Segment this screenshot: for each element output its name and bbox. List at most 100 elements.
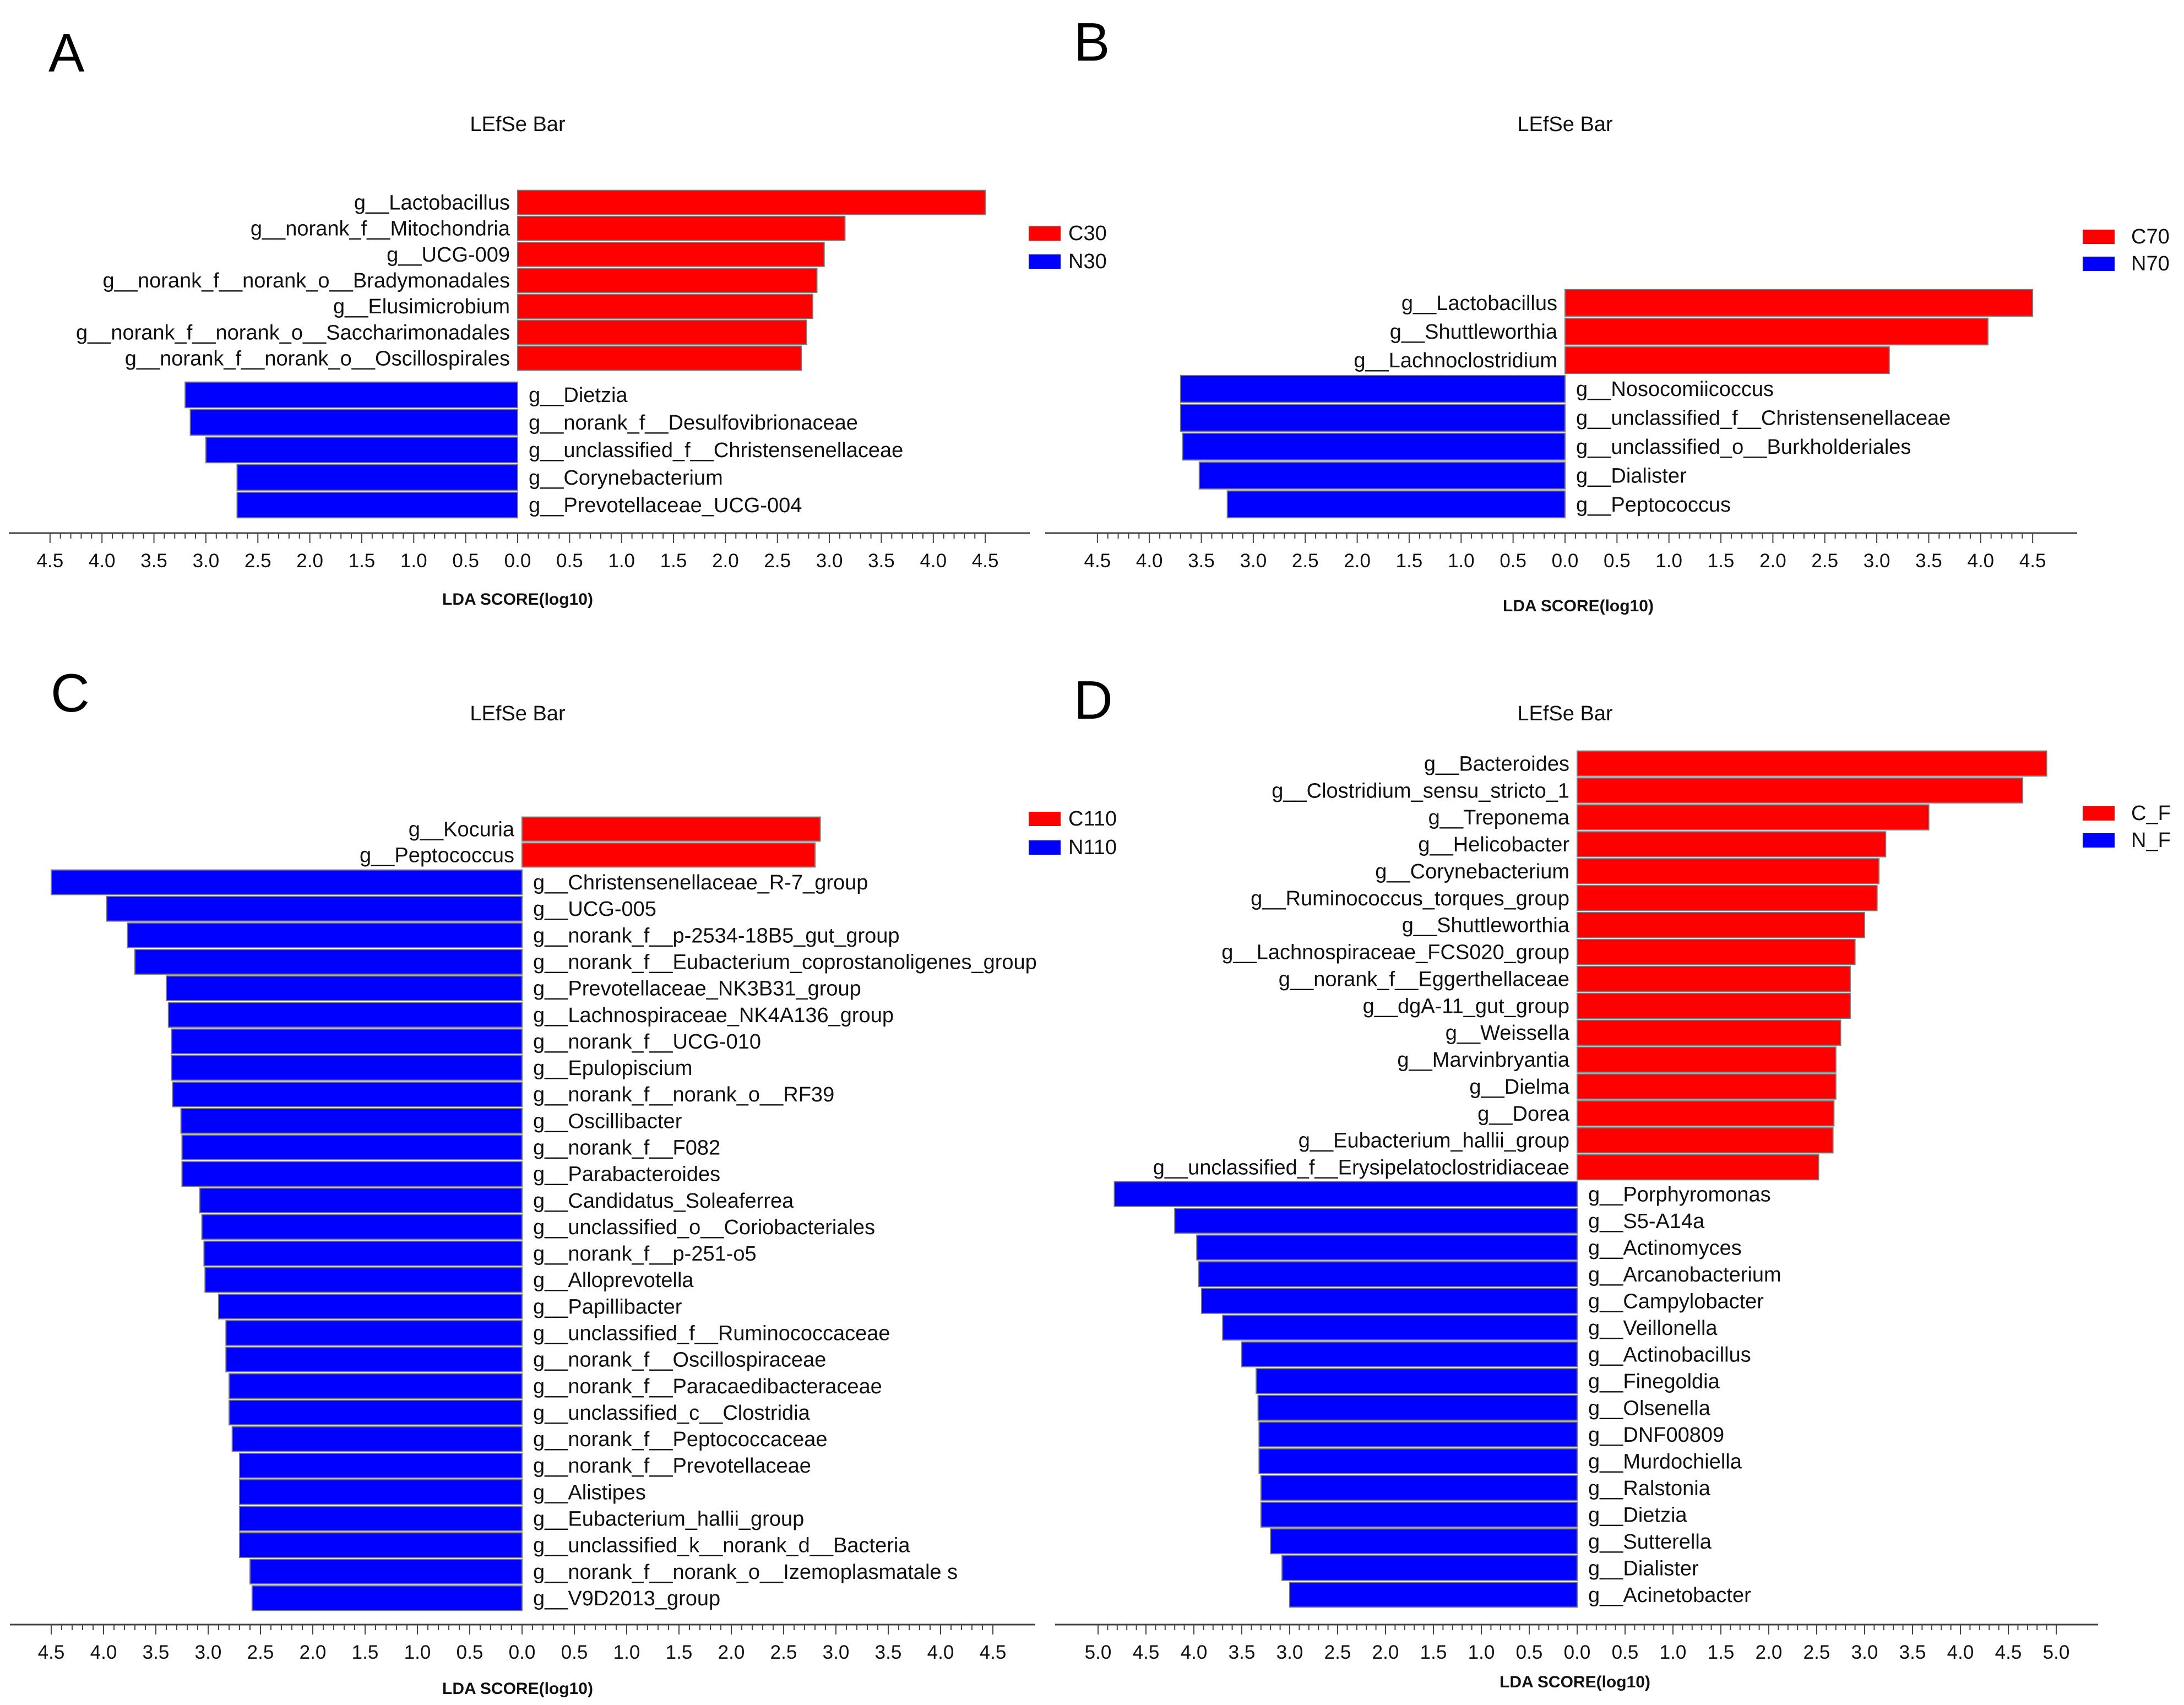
panel-b-tick-label: 4.5 [1084, 550, 1111, 572]
panel-d-label-g-murdochiella: g__Murdochiella [1588, 1450, 1742, 1473]
panel-d-label-g-actinobacillus: g__Actinobacillus [1588, 1343, 1751, 1366]
panel-c-bar-g-v9d2013-group [251, 1585, 523, 1611]
panel-b-tick-label: 2.5 [1811, 550, 1838, 572]
panel-d-label-g-finegoldia: g__Finegoldia [1588, 1370, 1720, 1393]
panel-c-bar-g-christensenellaceae-r-7-group [51, 869, 523, 895]
legend-swatch-n110 [1029, 840, 1061, 855]
panel-a-tick-label: 2.0 [296, 550, 323, 572]
panel-c-bar-g-norank-f-oscillospiraceae [225, 1346, 523, 1373]
panel-c-bar-g-eubacterium-hallii-group [239, 1506, 523, 1532]
panel-a-label-g-norank-f-desulfovibrionaceae: g__norank_f__Desulfovibrionaceae [529, 411, 858, 435]
panel-c-tick-label: 2.5 [770, 1642, 797, 1663]
panel-d-legend: C_F N_F [2083, 802, 2171, 852]
panel-d-bar-g-murdochiella [1258, 1448, 1578, 1474]
panel-a-bar-g-dietzia [184, 381, 519, 409]
panel-c-tick-label: 3.5 [143, 1642, 170, 1663]
panel-d-bar-g-marvinbryantia [1577, 1046, 1837, 1073]
panel-d-label-g-marvinbryantia: g__Marvinbryantia [1397, 1049, 1569, 1072]
panel-c-tick-label: 4.5 [980, 1642, 1007, 1663]
panel-d-tick-label: 5.0 [1085, 1642, 1112, 1663]
panel-b-bars [1180, 289, 2034, 519]
panel-d-tick-label: 4.0 [1947, 1642, 1974, 1663]
panel-c-tick-label: 2.0 [718, 1642, 745, 1663]
panel-d-label-g-s5-a14a: g__S5-A14a [1588, 1210, 1705, 1233]
panel-a-tick-label: 1.5 [660, 550, 687, 572]
panel-d-tick-label: 3.0 [1851, 1642, 1878, 1663]
panel-a-tick-label: 1.0 [608, 550, 635, 572]
panel-d-bar-g-ruminococcus-torques-group [1577, 885, 1878, 911]
panel-a-bars [184, 189, 986, 519]
panel-d-bar-g-actinobacillus [1241, 1341, 1578, 1367]
panel-d-tick-label: 3.5 [1229, 1642, 1256, 1663]
legend-label-n70: N70 [2131, 252, 2170, 275]
panel-d-bar-g-arcanobacterium [1198, 1261, 1578, 1288]
panel-b-tick-label: 4.5 [2019, 550, 2046, 572]
panel-c-tick-label: 3.0 [195, 1642, 222, 1663]
panel-d-label-g-veillonella: g__Veillonella [1588, 1317, 1718, 1340]
panel-d-label-g-norank-f-eggerthellaceae: g__norank_f__Eggerthellaceae [1279, 968, 1569, 991]
panel-c-tick-label: 0.0 [509, 1642, 536, 1663]
panel-letter-c: C [51, 663, 90, 723]
panel-a-bar-g-prevotellaceae-ucg-004 [236, 491, 518, 519]
panel-d-label-g-corynebacterium: g__Corynebacterium [1375, 860, 1569, 883]
panel-b-tick-label: 1.5 [1708, 550, 1735, 572]
panel-d-bar-g-shuttleworthia [1577, 911, 1865, 938]
panel-a: A LEfSe Bar g__Lactobacillus g__norank_f_… [9, 23, 1107, 609]
panel-c-label-g-norank-f-oscillospiraceae: g__norank_f__Oscillospiraceae [533, 1349, 826, 1372]
panel-d-bar-g-bacteroides [1577, 750, 2047, 777]
panel-c-bar-g-norank-f-prevotellaceae [239, 1452, 523, 1479]
panel-a-label-g-dietzia: g__Dietzia [529, 384, 628, 407]
panel-b-label-g-unclassified-o-burkholderiales: g__unclassified_o__Burkholderiales [1576, 436, 1911, 459]
legend-swatch-c30 [1029, 226, 1061, 241]
panel-a-bar-g-norank-f-norank-o-bradymonadales [517, 268, 818, 293]
panel-d-bar-g-olsenella [1257, 1394, 1578, 1421]
panel-c-label-g-norank-f-eubacterium-coprostanoligenes-group: g__norank_f__Eubacterium_coprostanoligen… [533, 951, 1037, 974]
panel-c-bar-g-alistipes [239, 1479, 523, 1505]
panel-b-legend: C70 N70 [2083, 225, 2170, 275]
panel-b-tick-label: 1.0 [1448, 550, 1475, 572]
panel-a-tick-label: 2.5 [764, 550, 791, 572]
panel-b-tick-label: 3.5 [1915, 550, 1942, 572]
panel-d-tick-label: 2.0 [1756, 1642, 1783, 1663]
panel-d-label-g-sutterella: g__Sutterella [1588, 1530, 1712, 1554]
panel-a-tick-label: 1.5 [349, 550, 376, 572]
panel-c-x-axis-label: LDA SCORE(log10) [442, 1680, 593, 1698]
panel-d-label-g-porphyromonas: g__Porphyromonas [1588, 1183, 1771, 1206]
panel-d-label-g-bacteroides: g__Bacteroides [1424, 752, 1569, 775]
panel-a-tick-label: 2.0 [712, 550, 739, 572]
panel-c-label-g-oscillibacter: g__Oscillibacter [533, 1110, 682, 1133]
panel-a-label-g-norank-f-mitochondria: g__norank_f__Mitochondria [251, 218, 510, 241]
panel-d-label-g-dnf00809: g__DNF00809 [1588, 1424, 1724, 1447]
panel-d-bar-g-corynebacterium [1577, 858, 1880, 884]
panel-d-tick-label: 2.5 [1803, 1642, 1830, 1663]
panel-c-label-g-alloprevotella: g__Alloprevotella [533, 1269, 694, 1292]
panel-c-tick-label: 1.5 [666, 1642, 693, 1663]
panel-c-tick-label: 4.0 [90, 1642, 117, 1663]
legend-swatch-c110 [1029, 812, 1061, 826]
panel-b-tick-label: 0.5 [1604, 550, 1631, 572]
panel-c-bar-g-norank-f-paracaedibacteraceae [229, 1373, 523, 1399]
panel-a-bar-g-lactobacillus [517, 189, 986, 215]
legend-label-n110: N110 [1068, 836, 1117, 859]
panel-b-tick-label: 4.0 [1967, 550, 1994, 572]
panel-b-x-axis: 4.5 4.0 3.5 3.0 2.5 2.0 1.5 1.0 0.5 0.0 0.5 1.0 1.5 2… [1045, 532, 2077, 572]
panel-c-labels: g__Kocuria g__Peptococcus g__Christensenel… [360, 818, 1037, 1610]
panel-a-tick-label: 0.0 [504, 550, 531, 572]
panel-d-tick-label: 0.5 [1612, 1642, 1639, 1663]
panel-d-bar-g-norank-f-eggerthellaceae [1577, 965, 1851, 992]
panel-d-bar-g-veillonella [1222, 1315, 1578, 1341]
panel-c-bar-g-alloprevotella [204, 1267, 523, 1293]
panel-a-tick-label: 0.5 [556, 550, 583, 572]
panel-a-bar-g-norank-f-desulfovibrionaceae [189, 409, 519, 436]
panel-b-tick-label: 4.0 [1136, 550, 1163, 572]
panel-d-bar-g-finegoldia [1256, 1368, 1578, 1394]
panel-b-label-g-unclassified-f-christensenellaceae: g__unclassified_f__Christensenellaceae [1576, 407, 1951, 430]
panel-d-bar-g-campylobacter [1200, 1288, 1578, 1314]
panel-c-tick-label: 1.0 [404, 1642, 431, 1663]
panel-a-label-g-ucg-009: g__UCG-009 [387, 243, 510, 267]
panel-d-tick-label: 3.5 [1899, 1642, 1926, 1663]
panel-d-label-g-actinomyces: g__Actinomyces [1588, 1236, 1742, 1259]
panel-c-bar-g-norank-f-p-251-o5 [203, 1240, 523, 1267]
panel-d-label-g-dielma: g__Dielma [1469, 1076, 1570, 1099]
